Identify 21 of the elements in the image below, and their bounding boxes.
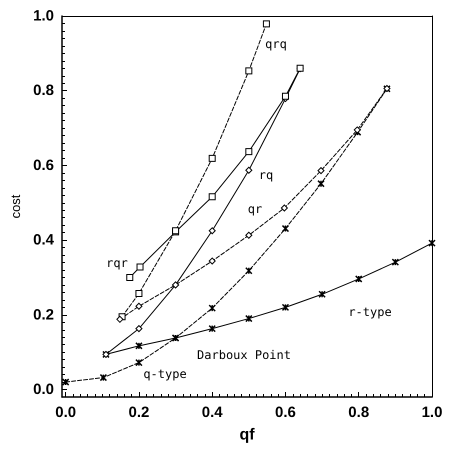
x-tick-label: 0.0: [55, 404, 76, 421]
x-tick-label: 1.0: [422, 404, 442, 421]
annotation: rqr: [106, 256, 128, 270]
x-tick-label: 0.2: [128, 404, 150, 421]
x-tick-label: 0.4: [202, 404, 224, 421]
annotation: qrq: [265, 37, 287, 51]
y-tick-label: 0.8: [33, 82, 54, 100]
y-tick-label: 0.6: [33, 156, 54, 174]
x-tick-label: 0.8: [348, 404, 370, 421]
y-tick-label: 1.0: [33, 8, 54, 24]
x-tick-label: 0.6: [275, 404, 296, 421]
annotation: qr: [248, 202, 262, 216]
x-axis-title: qf: [239, 426, 256, 444]
annotation: r-type: [348, 305, 392, 319]
annotation: q-type: [143, 367, 187, 381]
y-tick-label: 0.0: [33, 381, 54, 398]
y-tick-label: 0.4: [33, 232, 55, 249]
annotation: Darboux Point: [197, 348, 291, 362]
y-axis-title: cost: [8, 194, 23, 218]
y-tick-label: 0.2: [33, 306, 54, 324]
annotation: rq: [258, 168, 274, 182]
